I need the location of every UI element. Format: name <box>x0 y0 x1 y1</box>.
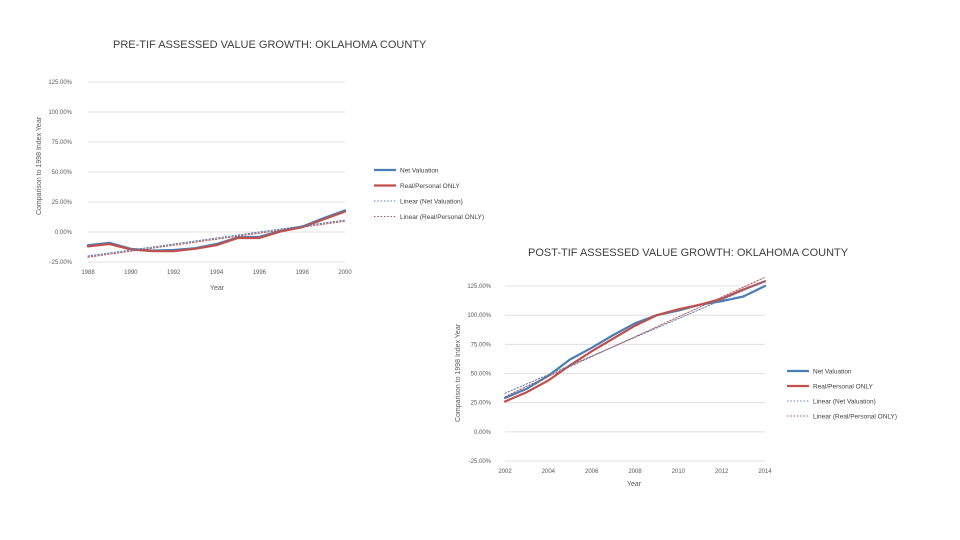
post-tif-x-tick-label: 2012 <box>715 469 729 475</box>
post-tif-legend-label: Linear (Net Valuation) <box>813 398 876 405</box>
post-tif-x-tick-label: 2004 <box>542 469 556 475</box>
post-tif-y-tick-label: 100.00% <box>467 313 491 319</box>
pre-tif-x-tick-label: 1988 <box>81 270 95 276</box>
post-tif-series-line-2 <box>503 280 767 403</box>
pre-tif-legend-label: Real/Personal ONLY <box>400 183 461 190</box>
pre-tif-chart: PRE-TIF ASSESSED VALUE GROWTH: OKLAHOMA … <box>36 39 484 292</box>
post-tif-chart: POST-TIF ASSESSED VALUE GROWTH: OKLAHOMA… <box>455 247 897 488</box>
pre-tif-series-line-3 <box>87 219 346 257</box>
post-tif-legend-label: Real/Personal ONLY <box>813 383 874 390</box>
pre-tif-series-line-4 <box>87 220 346 258</box>
pre-tif-x-tick-label: 1990 <box>124 270 138 276</box>
post-tif-y-tick-label: 50.00% <box>471 372 492 378</box>
pre-tif-x-tick-label: 1992 <box>167 270 181 276</box>
post-tif-chart-title: POST-TIF ASSESSED VALUE GROWTH: OKLAHOMA… <box>528 247 849 259</box>
post-tif-x-tick-label: 2002 <box>498 469 512 475</box>
post-tif-series-line-4 <box>504 276 766 398</box>
pre-tif-x-tick-label: 2000 <box>338 270 352 276</box>
pre-tif-x-tick-label: 1994 <box>210 270 224 276</box>
pre-tif-chart-title: PRE-TIF ASSESSED VALUE GROWTH: OKLAHOMA … <box>113 39 427 51</box>
pre-tif-y-tick-label: 25.00% <box>52 200 73 206</box>
pre-tif-y-tick-label: 125.00% <box>48 80 72 86</box>
pre-tif-legend-label: Linear (Net Valuation) <box>400 198 463 205</box>
post-tif-y-tick-label: 75.00% <box>471 342 492 348</box>
post-tif-x-tick-label: 2008 <box>628 469 642 475</box>
post-tif-series-line-1 <box>503 284 767 400</box>
post-tif-x-tick-label: 2014 <box>758 469 772 475</box>
pre-tif-y-tick-label: 50.00% <box>52 170 73 176</box>
pre-tif-y-axis-title: Comparison to 1998 Index Year <box>36 116 43 215</box>
post-tif-y-tick-label: 25.00% <box>471 401 492 407</box>
pre-tif-x-axis-title: Year <box>210 285 225 292</box>
pre-tif-y-tick-label: 75.00% <box>52 140 73 146</box>
post-tif-y-tick-label: 125.00% <box>467 284 491 290</box>
post-tif-legend-label: Linear (Real/Personal ONLY) <box>813 413 897 420</box>
pre-tif-y-tick-label: 100.00% <box>48 110 72 116</box>
pre-tif-y-tick-label: -25.00% <box>50 260 73 266</box>
post-tif-x-axis-title: Year <box>627 481 642 488</box>
pre-tif-x-tick-label: 1998 <box>295 270 309 276</box>
post-tif-y-tick-label: -25.00% <box>469 459 492 465</box>
post-tif-y-axis-title: Comparison to 1998 Index Year <box>455 323 462 422</box>
post-tif-x-tick-label: 2010 <box>672 469 686 475</box>
pre-tif-legend-label: Linear (Real/Personal ONLY) <box>400 214 484 221</box>
pre-tif-x-tick-label: 1996 <box>253 270 267 276</box>
post-tif-x-tick-label: 2006 <box>585 469 599 475</box>
pre-tif-series-line-2 <box>86 210 347 253</box>
pre-tif-y-tick-label: 0.00% <box>55 230 73 236</box>
pre-tif-legend-label: Net Valuation <box>400 167 439 174</box>
post-tif-y-tick-label: 0.00% <box>474 430 492 436</box>
post-tif-legend-label: Net Valuation <box>813 368 852 375</box>
